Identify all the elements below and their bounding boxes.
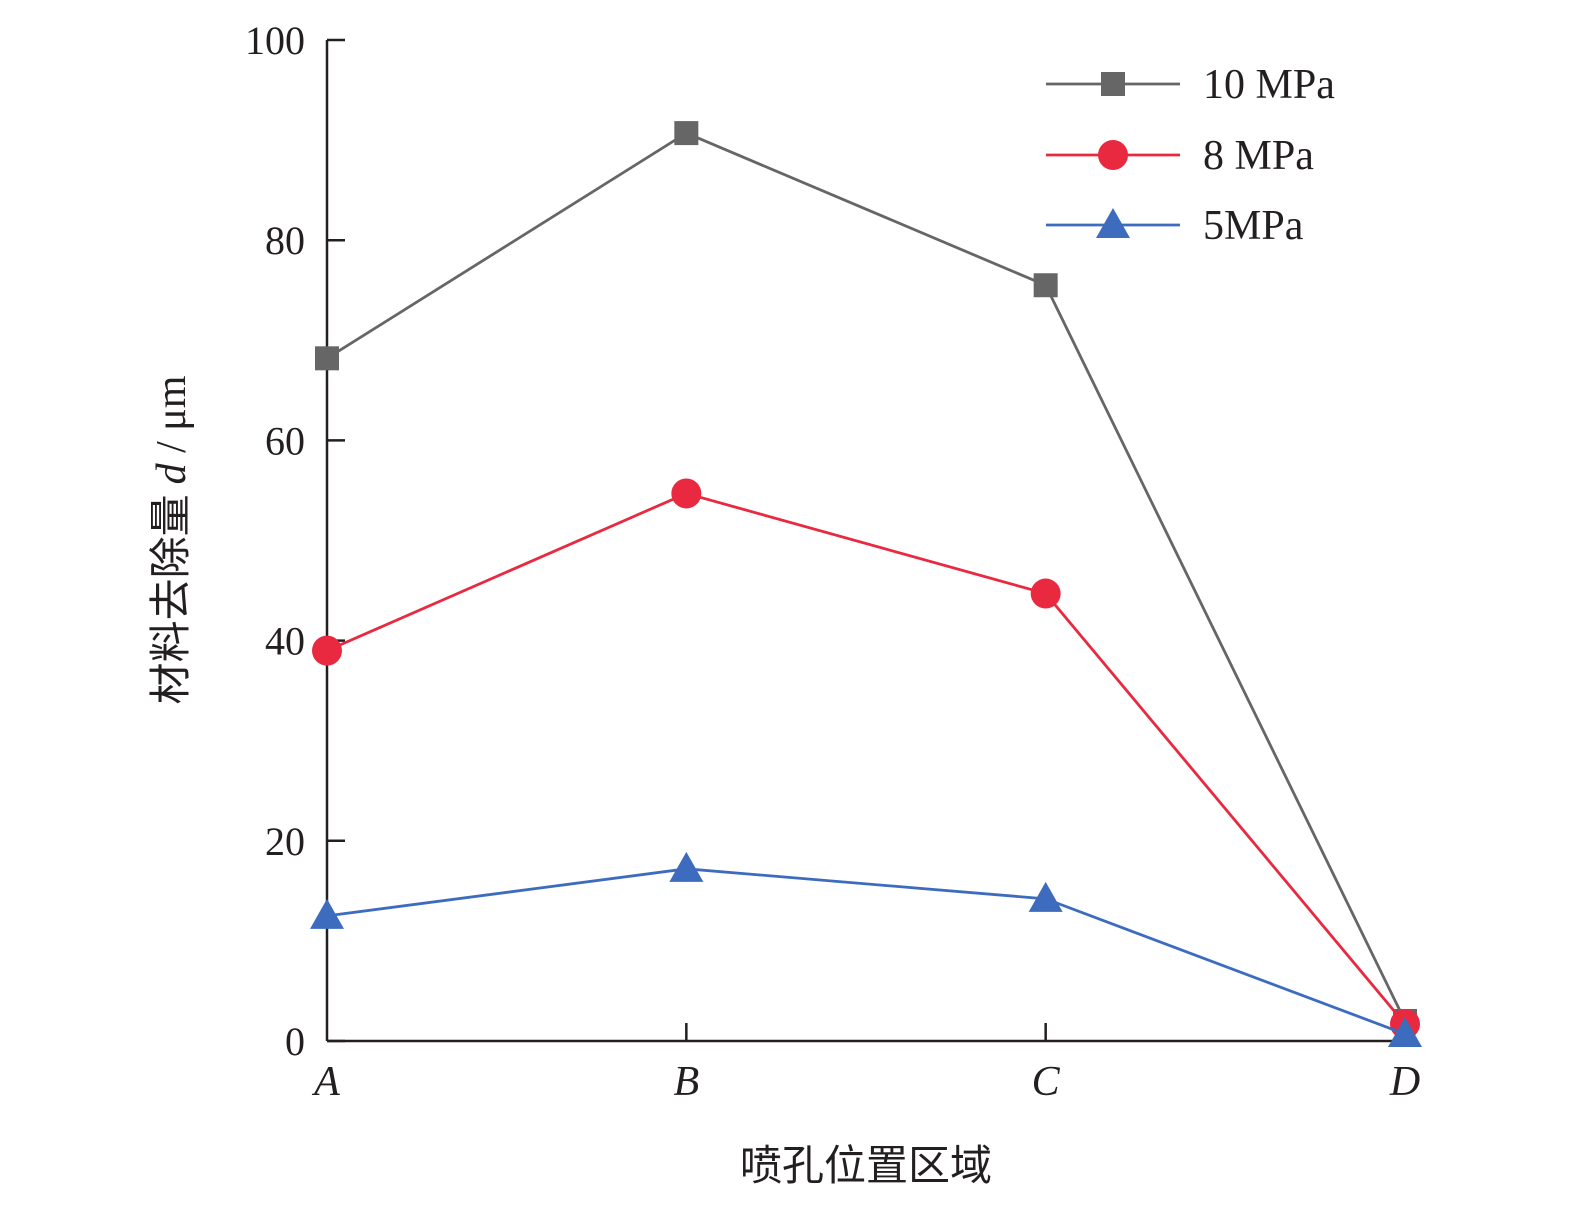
data-point	[312, 635, 342, 666]
x-tick-label: B	[674, 1059, 700, 1105]
data-point	[671, 478, 702, 509]
y-tick-label: 40	[265, 619, 305, 664]
legend-item: 10 MPa	[1046, 62, 1335, 108]
legend-label: 10 MPa	[1203, 62, 1335, 108]
y-tick-label: 20	[265, 819, 305, 864]
y-axis-title-var: d	[149, 462, 195, 484]
legend-marker	[1096, 208, 1130, 238]
y-tick-label: 0	[285, 1019, 305, 1064]
x-ticks: A B C D	[311, 1023, 1420, 1105]
y-axis-title-text: 材料去除量	[146, 494, 195, 704]
x-tick-label: A	[311, 1059, 340, 1105]
data-point	[674, 121, 699, 146]
data-point	[1030, 578, 1061, 609]
y-tick-label: 80	[265, 218, 305, 263]
legend-item: 5MPa	[1046, 203, 1304, 249]
y-ticks: 0 20 40 60 80 100	[245, 18, 345, 1064]
y-tick-label: 60	[265, 418, 305, 463]
x-tick-label: C	[1032, 1059, 1061, 1105]
data-point	[1033, 273, 1058, 298]
legend: 10 MPa 8 MPa 5MPa	[1046, 62, 1335, 249]
data-point	[1388, 1016, 1422, 1047]
y-axis-title: 材料去除量 d / μm	[146, 375, 195, 704]
series-line	[326, 131, 1407, 1022]
x-tick-label: D	[1389, 1059, 1420, 1105]
y-axis-title-unit: / μm	[149, 375, 195, 463]
series-line	[326, 491, 1407, 1025]
data-point	[669, 851, 704, 882]
axes	[325, 40, 1405, 1043]
data-point	[1028, 881, 1063, 912]
series-2	[312, 478, 1420, 1039]
legend-label: 8 MPa	[1203, 133, 1314, 179]
legend-marker	[1101, 72, 1125, 96]
legend-label: 5MPa	[1203, 203, 1304, 249]
y-tick-label: 100	[245, 18, 305, 63]
series-line	[326, 867, 1406, 1036]
data-point	[310, 898, 344, 929]
data-point	[315, 346, 339, 371]
series-3	[310, 851, 1422, 1047]
series-layer	[310, 121, 1422, 1047]
legend-marker	[1098, 140, 1128, 170]
x-axis-title: 喷孔位置区域	[740, 1141, 992, 1190]
legend-item: 8 MPa	[1046, 133, 1314, 179]
